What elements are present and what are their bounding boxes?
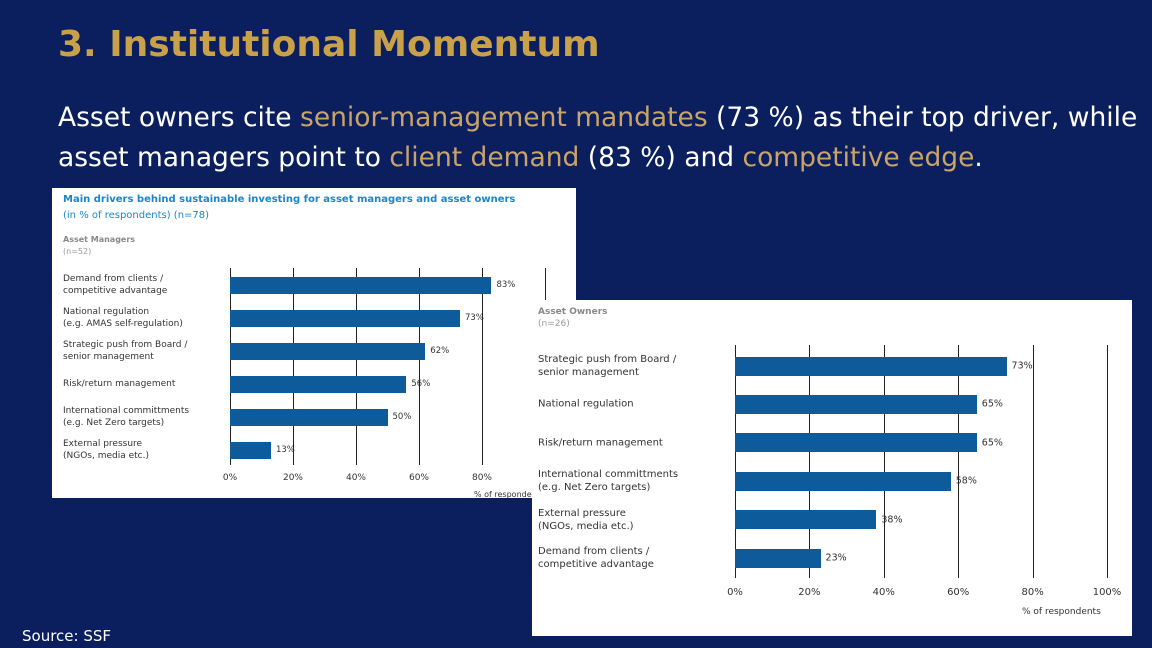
value-label: 50% <box>392 412 412 422</box>
value-label: 73% <box>464 313 484 323</box>
highlight: competitive edge <box>742 142 975 173</box>
bar <box>230 276 492 294</box>
value-label: 62% <box>430 346 450 356</box>
category-label: Demand from clients / competitive advant… <box>63 274 168 296</box>
x-axis-label: % of respondents <box>474 490 545 498</box>
value-label: 65% <box>981 398 1003 410</box>
text: Asset owners cite <box>58 102 301 133</box>
grid-line <box>482 268 483 465</box>
bar <box>230 375 407 393</box>
bar <box>735 433 977 453</box>
bar <box>735 356 1007 376</box>
chart-panel: Asset Owners (n=26) 0% 20% 40% 60% 80% 100% % of… <box>532 300 1132 636</box>
value-label: 65% <box>981 437 1003 449</box>
grid-line <box>883 345 885 578</box>
bar <box>735 471 951 491</box>
category-label: Strategic push from Board / senior manag… <box>63 340 188 362</box>
chart-panel: Main drivers behind sustainable investin… <box>52 188 576 498</box>
category-label: Risk/return management <box>538 437 663 449</box>
x-tick-label: 0% <box>727 587 743 598</box>
value-label: 56% <box>411 379 431 389</box>
text: . <box>974 142 983 173</box>
group-note: (n=26) <box>538 319 570 329</box>
category-label: Risk/return management <box>63 379 176 389</box>
x-tick-label: 100% <box>1092 587 1122 598</box>
slide-body: Asset owners cite senior-management mand… <box>58 98 1138 178</box>
x-axis-label: % of respondents <box>1022 607 1101 617</box>
text: (73 %) as their top driver, while asset … <box>58 102 1138 173</box>
source: Source: SSF <box>22 627 112 645</box>
category-label: International committments (e.g. Net Zer… <box>538 469 679 494</box>
x-tick-label: 60% <box>408 473 429 483</box>
grid-line <box>1107 345 1108 578</box>
x-tick-label: 20% <box>798 587 821 598</box>
bar <box>735 548 821 568</box>
category-label: Demand from clients / competitive advant… <box>538 546 654 570</box>
highlight: senior-management mandates <box>300 102 708 133</box>
group-label: Asset Owners <box>538 307 608 317</box>
grid-line <box>958 345 960 578</box>
bar <box>230 441 271 459</box>
grid-line <box>293 268 294 465</box>
grid-line <box>735 345 736 578</box>
grid-line <box>356 268 357 465</box>
grid-line <box>809 345 811 578</box>
category-label: External pressure (NGOs, media etc.) <box>63 439 149 461</box>
value-label: 83% <box>496 280 516 290</box>
x-tick-label: 40% <box>345 473 366 483</box>
grid-line <box>1032 345 1034 578</box>
x-tick-label: 40% <box>872 587 895 598</box>
bar <box>230 309 460 327</box>
category-label: National regulation <box>538 398 634 410</box>
bar <box>735 510 877 530</box>
category-label: External pressure (NGOs, media etc.) <box>538 507 634 532</box>
chart-title: Main drivers behind sustainable investin… <box>63 194 516 205</box>
category-label: National regulation (e.g. AMAS self-regu… <box>63 307 183 329</box>
chart-subtitle: (in % of respondents) (n=78) <box>63 210 210 221</box>
x-tick-label: 0% <box>222 473 238 483</box>
slide-title: 3. Institutional Momentum <box>58 24 600 65</box>
group-note: (n=52) <box>63 247 92 256</box>
x-tick-label: 60% <box>947 587 970 598</box>
grid-line <box>230 268 231 465</box>
value-label: 13% <box>275 445 295 455</box>
highlight: client demand <box>389 142 580 173</box>
value-label: 38% <box>881 514 903 526</box>
value-label: 73% <box>1011 360 1033 372</box>
category-label: Strategic push from Board / senior manag… <box>538 354 677 378</box>
bar <box>230 342 426 360</box>
grid-line <box>419 268 420 465</box>
group-label: Asset Managers <box>63 235 136 244</box>
value-label: 58% <box>955 475 977 487</box>
x-tick-label: 80% <box>1021 587 1044 598</box>
text: (83 %) and <box>579 142 743 173</box>
value-label: 23% <box>825 552 847 564</box>
x-tick-label: 80% <box>471 473 492 483</box>
x-tick-label: 20% <box>282 473 303 483</box>
bar <box>735 394 977 414</box>
category-label: International committments (e.g. Net Zer… <box>63 406 190 428</box>
bar <box>230 408 388 426</box>
